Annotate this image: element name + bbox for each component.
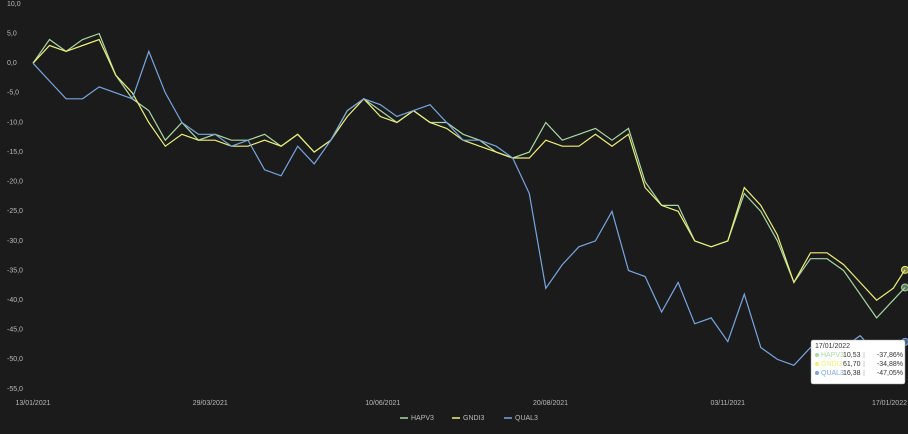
legend-label: HAPV3 — [411, 415, 434, 422]
tooltip-price: 61,70 — [843, 361, 861, 368]
y-tick-label: -45,0 — [7, 327, 23, 334]
y-tick-label: -20,0 — [7, 179, 23, 186]
y-tick-label: -40,0 — [7, 297, 23, 304]
y-tick-label: -55,0 — [7, 386, 23, 393]
tooltip-name: QUAL3 — [821, 370, 844, 377]
y-tick-label: -25,0 — [7, 208, 23, 215]
legend-label: QUAL3 — [515, 415, 538, 422]
x-tick-label: 20/08/2021 — [533, 400, 568, 407]
y-tick-label: 0,0 — [7, 60, 17, 67]
series-line — [32, 49, 906, 366]
y-tick-label: -35,0 — [7, 267, 23, 274]
y-tick-label: -30,0 — [7, 238, 23, 245]
tooltip-change: -47,05% — [877, 370, 903, 377]
tooltip-name: GNDI3 — [821, 361, 843, 368]
tooltip-change: -37,86% — [877, 352, 903, 359]
x-tick-label: 29/03/2021 — [193, 400, 228, 407]
tooltip-dot — [815, 362, 819, 366]
tooltip-dot — [815, 371, 819, 375]
tooltip-date: 17/01/2022 — [815, 343, 850, 350]
tooltip: 17/01/2022 HAPV3 10,53 -37,86% GNDI3 61,70 -34… — [810, 339, 906, 385]
series-line — [32, 32, 906, 319]
x-tick-label: 13/01/2021 — [15, 400, 50, 407]
x-tick-label: 10/06/2021 — [365, 400, 400, 407]
tooltip-price: 10,53 — [843, 352, 861, 359]
y-tick-label: 5,0 — [7, 30, 17, 37]
tooltip-dot — [815, 353, 819, 357]
tooltip-price: 16,38 — [843, 370, 861, 377]
y-tick-label: 10,0 — [7, 1, 21, 8]
tooltip-change: -34,88% — [877, 361, 903, 368]
y-tick-label: -15,0 — [7, 149, 23, 156]
x-tick-label: 17/01/2022 — [872, 400, 907, 407]
tooltip-box — [810, 339, 906, 385]
x-tick-label: 03/11/2021 — [711, 400, 746, 407]
end-marker — [901, 265, 908, 274]
y-tick-label: -10,0 — [7, 119, 23, 126]
y-tick-label: -5,0 — [7, 90, 19, 97]
tooltip-name: HAPV3 — [821, 352, 844, 359]
end-marker — [901, 283, 908, 292]
legend-label: GNDI3 — [463, 415, 485, 422]
y-tick-label: -50,0 — [7, 356, 23, 363]
series-line — [32, 38, 906, 301]
